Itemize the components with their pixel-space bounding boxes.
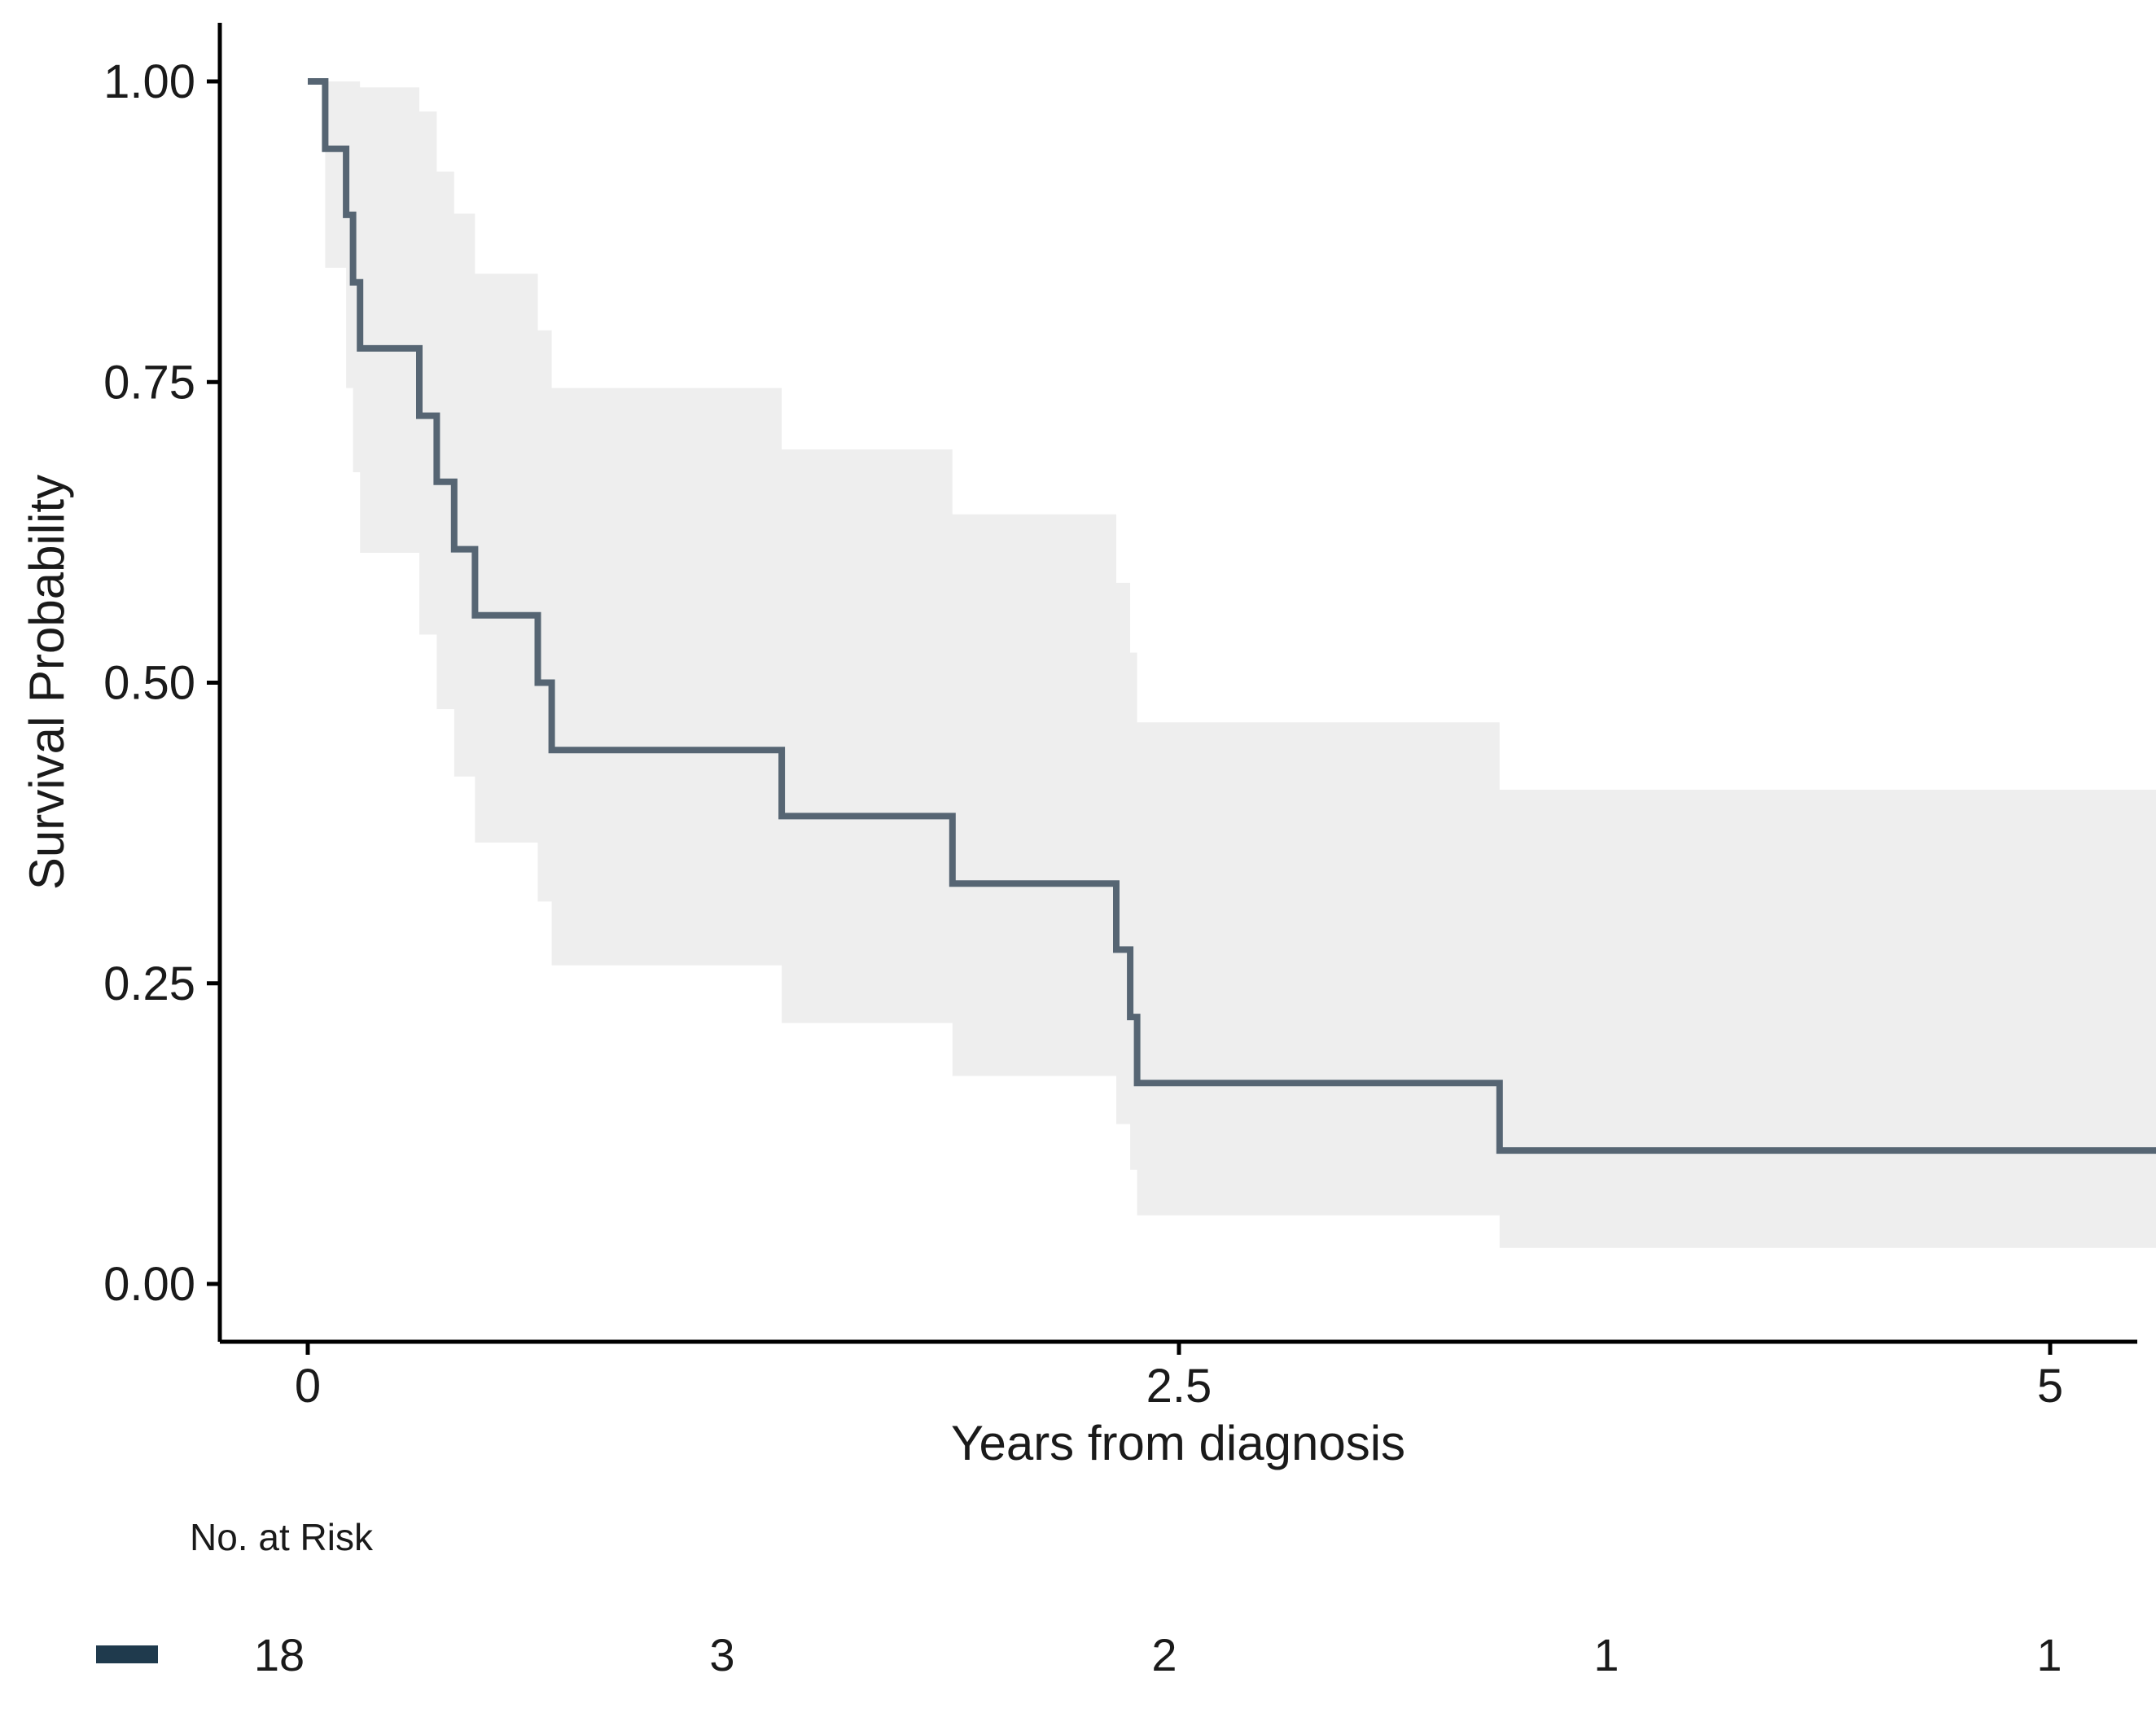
y-tick-label: 0.50 xyxy=(103,657,195,710)
risk-count: 3 xyxy=(709,1629,734,1680)
survival-curve xyxy=(308,78,2156,1154)
risk-table-counts: 18 3 2 1 1 xyxy=(254,1629,2062,1680)
confidence-band-layer xyxy=(308,81,2156,1248)
y-tick-label: 0.25 xyxy=(103,957,195,1010)
risk-count: 2 xyxy=(1151,1629,1177,1680)
risk-table-title: No. at Risk xyxy=(190,1516,374,1558)
y-tick-label: 0.75 xyxy=(103,356,195,409)
confidence-band xyxy=(308,81,2156,1248)
survival-curve-layer xyxy=(308,78,2156,1154)
x-axis-title: Years from diagnosis xyxy=(951,1416,1405,1470)
risk-count: 1 xyxy=(2036,1629,2062,1680)
y-tick-label: 0.00 xyxy=(103,1258,195,1311)
y-tick-label: 1.00 xyxy=(103,55,195,108)
risk-count: 1 xyxy=(1593,1629,1619,1680)
x-tick-label: 5 xyxy=(2037,1360,2063,1413)
y-ticks: 0.00 0.25 0.50 0.75 1.00 xyxy=(103,55,220,1311)
x-tick-label: 2.5 xyxy=(1146,1360,1212,1413)
x-tick-label: 0 xyxy=(295,1360,321,1413)
risk-count: 18 xyxy=(254,1629,305,1680)
y-axis-title: Survival Probability xyxy=(20,475,74,890)
x-ticks: 02.557.510 xyxy=(295,1342,2063,1413)
risk-table-legend-swatch xyxy=(96,1645,158,1663)
